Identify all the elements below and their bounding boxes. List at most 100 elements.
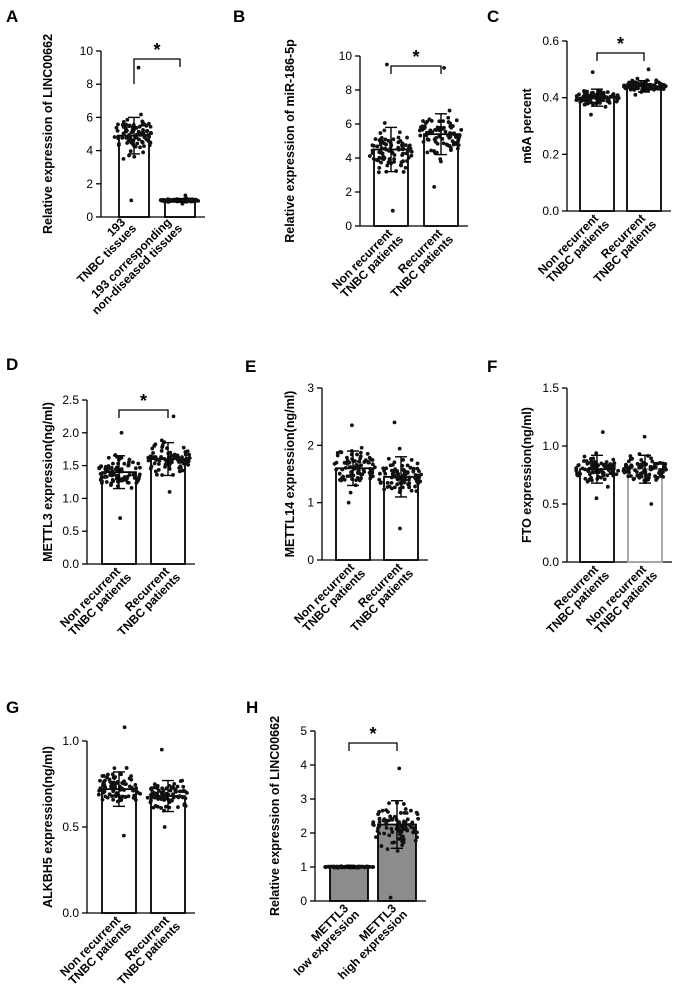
data-point — [114, 791, 119, 795]
data-point — [383, 818, 388, 823]
data-point — [628, 81, 633, 86]
data-point — [176, 795, 181, 800]
data-point — [384, 147, 389, 152]
data-point — [366, 460, 371, 465]
data-point — [98, 786, 103, 791]
data-point — [337, 865, 342, 870]
data-point — [417, 469, 421, 474]
data-point — [399, 824, 403, 829]
data-point — [625, 466, 630, 470]
data-point — [389, 475, 394, 480]
data-point — [148, 787, 153, 791]
data-point — [438, 157, 443, 162]
y-tick-label: 2 — [307, 438, 314, 452]
data-point — [630, 78, 635, 83]
data-point — [127, 123, 132, 128]
data-point — [582, 89, 586, 93]
data-point — [114, 473, 119, 478]
y-tick-label: 1.5 — [62, 459, 79, 473]
data-point — [387, 801, 391, 806]
data-point — [164, 458, 168, 463]
data-point — [136, 461, 141, 466]
data-point — [100, 797, 105, 802]
data-point — [172, 781, 177, 786]
data-point — [580, 466, 585, 471]
data-point — [347, 460, 352, 465]
y-tick-label: 0.2 — [542, 147, 559, 161]
data-point — [377, 820, 382, 824]
data-point — [391, 137, 396, 142]
data-point — [141, 150, 145, 155]
data-point — [429, 148, 434, 153]
data-point — [649, 502, 654, 506]
data-point — [661, 469, 665, 474]
data-point — [396, 135, 401, 140]
data-point — [126, 139, 131, 143]
data-point — [392, 485, 397, 490]
data-point — [357, 471, 362, 475]
data-point — [432, 185, 437, 189]
data-point — [401, 467, 406, 472]
data-point — [633, 83, 638, 88]
data-point — [119, 786, 124, 791]
data-point — [171, 784, 175, 789]
data-point — [346, 500, 351, 505]
data-point — [135, 141, 140, 146]
data-point — [183, 461, 188, 466]
data-point — [380, 808, 385, 813]
data-point — [163, 795, 168, 800]
data-point — [413, 484, 417, 489]
data-point — [447, 108, 452, 113]
data-point — [407, 484, 411, 489]
data-point — [390, 840, 395, 845]
data-point — [103, 785, 108, 790]
data-point — [401, 820, 406, 825]
data-point — [398, 526, 402, 531]
data-point — [343, 465, 348, 470]
data-point — [452, 131, 457, 136]
data-point — [160, 443, 165, 448]
data-point — [177, 469, 182, 474]
data-point — [650, 466, 655, 471]
data-point — [629, 463, 634, 468]
data-point — [416, 473, 420, 478]
data-point — [579, 96, 584, 101]
data-point — [129, 140, 134, 145]
data-point — [634, 470, 639, 474]
data-point — [176, 805, 180, 810]
y-tick-label: 0 — [345, 219, 352, 233]
data-point — [624, 84, 629, 89]
data-point — [590, 463, 594, 468]
data-point — [371, 156, 376, 161]
data-point — [373, 137, 378, 141]
data-point — [599, 475, 603, 480]
data-point — [622, 470, 627, 475]
data-point — [133, 466, 138, 471]
data-point — [132, 476, 137, 480]
data-point — [121, 119, 126, 124]
y-tick-label: 0 — [307, 553, 314, 567]
data-point — [384, 142, 388, 147]
data-point — [140, 122, 145, 127]
data-point — [105, 795, 110, 800]
data-point — [340, 475, 344, 480]
data-point — [121, 131, 126, 136]
data-point — [379, 844, 384, 848]
data-point — [437, 134, 442, 139]
y-axis-label: ALKBH5 expression(ng/ml) — [41, 746, 55, 908]
data-point — [399, 163, 403, 168]
data-point — [111, 789, 116, 794]
data-point — [150, 446, 155, 451]
data-point — [406, 478, 411, 482]
data-point — [122, 725, 127, 730]
data-point — [585, 479, 590, 484]
data-point — [403, 143, 408, 148]
data-point — [115, 128, 120, 133]
data-point — [379, 146, 384, 150]
data-point — [132, 793, 137, 798]
data-point — [392, 160, 396, 164]
data-point — [147, 134, 152, 139]
data-point — [140, 139, 144, 144]
data-point — [180, 455, 184, 460]
data-point — [137, 137, 141, 142]
